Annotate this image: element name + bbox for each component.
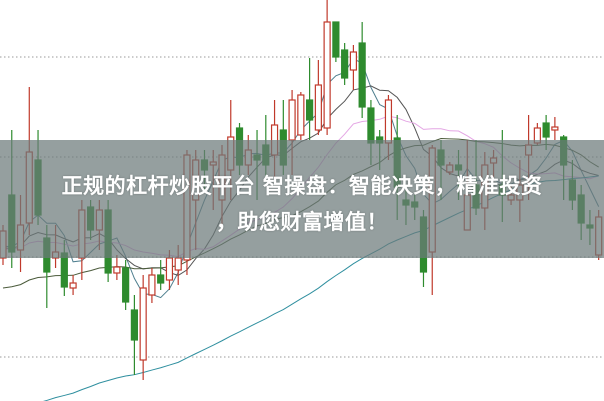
candle-body — [157, 274, 165, 284]
candle-body — [148, 274, 156, 296]
candle-body — [358, 42, 366, 108]
candle-body — [297, 94, 305, 136]
candle-body — [332, 21, 340, 58]
candle-body — [288, 99, 296, 141]
candle-body — [165, 257, 174, 281]
headline-banner — [0, 140, 604, 258]
candle-body — [341, 49, 349, 79]
headline-line-1: 正规的杠杆炒股平台 智操盘：智能决策，精准投资 — [61, 174, 543, 198]
candle-body — [60, 252, 68, 288]
candle-body — [323, 21, 331, 129]
candle-body — [113, 266, 121, 274]
candle-body — [174, 257, 182, 271]
candle-body — [349, 51, 357, 71]
candle-body — [542, 122, 550, 138]
candle-body — [367, 107, 375, 144]
candle-body — [551, 126, 559, 131]
candle-body — [314, 84, 322, 131]
candle-body — [384, 99, 393, 144]
headline-line-2: ，助您财富增值！ — [216, 210, 388, 234]
candle-body — [69, 282, 77, 289]
candle-body — [306, 99, 314, 121]
candle-body — [139, 287, 147, 361]
candle-body — [130, 309, 138, 341]
candle-body — [122, 267, 130, 303]
